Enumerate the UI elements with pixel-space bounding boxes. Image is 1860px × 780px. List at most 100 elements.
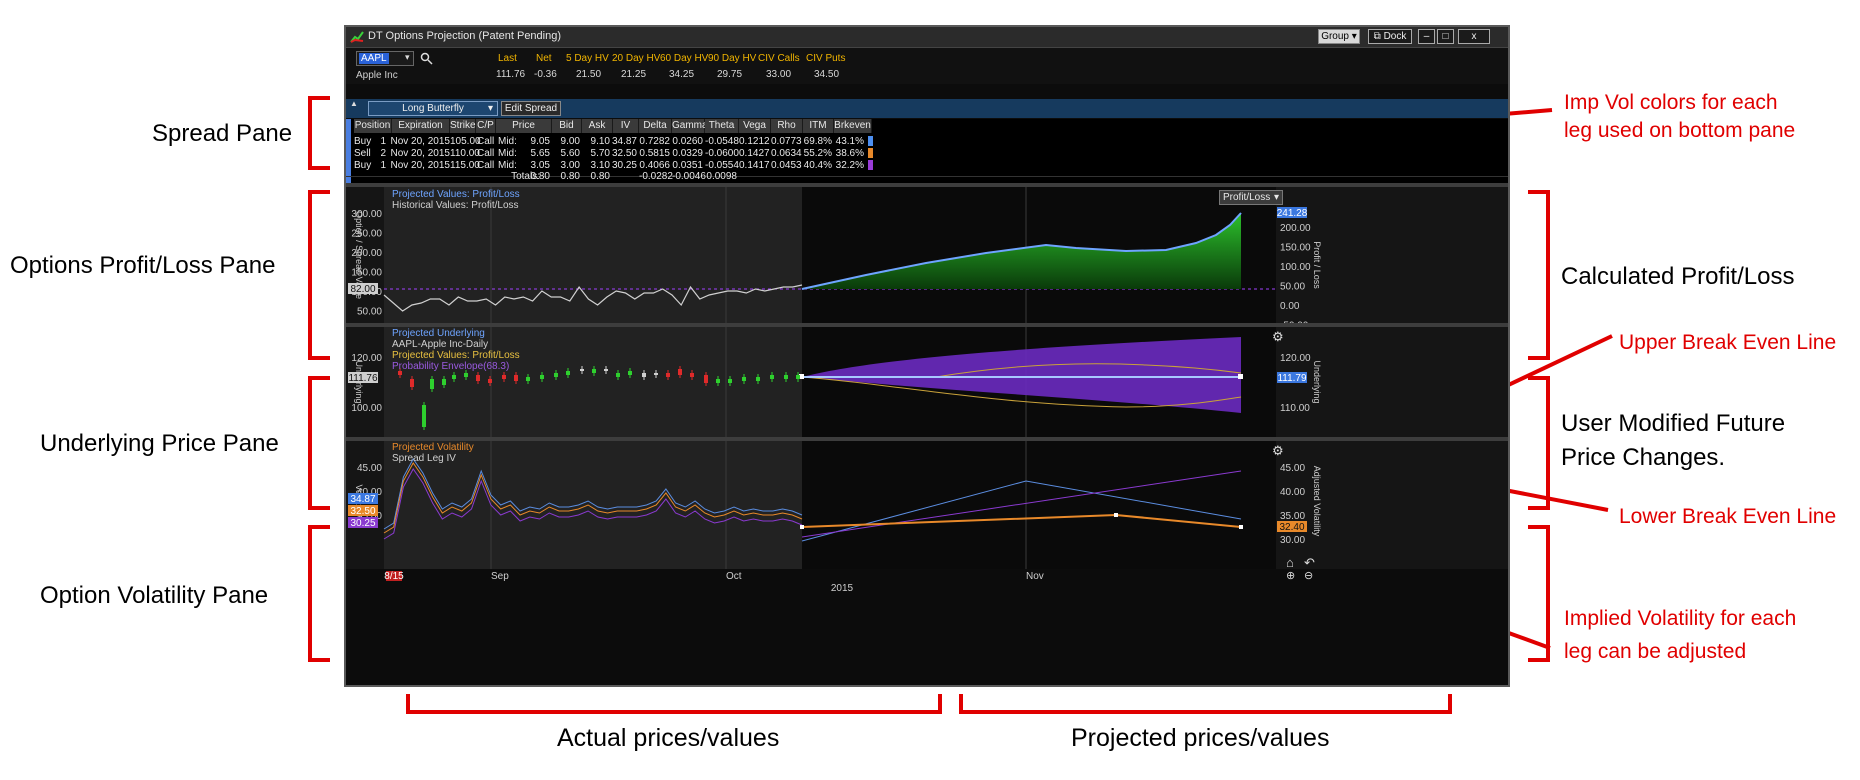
- vol-date-tag-bg: [386, 571, 402, 581]
- totals-bid: 0.80: [560, 171, 580, 182]
- strategy-dropdown[interactable]: Long Butterfly ▾: [368, 101, 498, 116]
- und-left-tag-bg: [348, 372, 378, 383]
- spread-cell-brk: 32.2%: [835, 160, 864, 171]
- und-candle: [526, 377, 530, 381]
- zoom-out-icon[interactable]: ⊖: [1304, 570, 1314, 582]
- undo-icon[interactable]: ↶: [1304, 555, 1315, 570]
- und-candle: [704, 375, 708, 383]
- spread-pane-handle[interactable]: [346, 119, 351, 183]
- col-price[interactable]: Price: [496, 119, 552, 133]
- spread-cell-brk: 43.1%: [835, 136, 864, 147]
- bracket-projected: [959, 694, 1452, 714]
- spread-cell-strike: 115.00: [450, 160, 480, 171]
- spread-cell-gamma: 0.0329: [672, 148, 703, 159]
- vol-right-tick: 45.00: [1280, 463, 1305, 474]
- pl-legend-historical: Historical Values: Profit/Loss: [392, 200, 519, 211]
- pl-mode-chevron-icon: ▾: [1273, 192, 1279, 203]
- vol-adjust-handle: [1114, 513, 1118, 517]
- spread-table: Position Expiration Strike C/P Price Bid…: [346, 119, 1508, 183]
- totals-ask: 0.80: [590, 171, 610, 182]
- maximize-button[interactable]: □: [1437, 29, 1454, 44]
- volatility-pane: 45.0045.0040.0040.0035.0035.0030.00Volat…: [346, 441, 1508, 685]
- col-theta[interactable]: Theta: [705, 119, 739, 133]
- pane-divider-3[interactable]: [346, 437, 1508, 441]
- spread-cell-theta: -0.0554: [705, 160, 739, 171]
- zoom-in-icon[interactable]: ⊕: [1286, 570, 1296, 582]
- quote-label-5dhv: 5 Day HV: [566, 53, 609, 64]
- und-candle: [422, 405, 426, 427]
- spread-cell-cp: Call: [477, 160, 495, 171]
- col-ask[interactable]: Ask: [582, 119, 613, 133]
- col-itm[interactable]: ITM: [803, 119, 834, 133]
- col-delta[interactable]: Delta: [639, 119, 672, 133]
- col-position[interactable]: Position: [354, 119, 392, 133]
- close-icon: x: [1471, 31, 1477, 42]
- spread-row[interactable]: Sell 2 Nov 20, 2015 110.00 Call Mid: 5.65 5.60 5…: [346, 147, 886, 159]
- leg-iv-color-swatch[interactable]: [868, 148, 873, 158]
- vol-hist-leg3: [383, 468, 803, 540]
- vol-settings-gear-icon[interactable]: ⚙: [1272, 443, 1284, 458]
- und-candle: [452, 375, 456, 379]
- vol-left-tag-bg: [348, 517, 378, 528]
- col-strike[interactable]: Strike: [450, 119, 476, 133]
- col-cp[interactable]: C/P: [476, 119, 496, 133]
- und-right-axis-title: Underlying: [1312, 360, 1322, 403]
- und-settings-gear-icon[interactable]: ⚙: [1272, 329, 1284, 344]
- vol-adjust-handle: [1239, 525, 1243, 529]
- edit-spread-button[interactable]: Edit Spread: [501, 101, 561, 116]
- spread-cell-theta: -0.0600: [705, 148, 739, 159]
- spread-cell-itm: 55.2%: [803, 148, 832, 159]
- und-candle: [666, 373, 670, 377]
- dock-button[interactable]: ⧉ Dock: [1368, 29, 1412, 44]
- spread-cell-price: 9.05: [530, 136, 550, 147]
- und-probability-envelope: [802, 337, 1241, 413]
- spread-cell-qty: 1: [380, 160, 386, 171]
- vol-left-tag: 32.50: [350, 506, 375, 517]
- col-gamma[interactable]: Gamma: [672, 119, 708, 133]
- quote-60dhv: 34.25: [669, 69, 695, 80]
- pl-left-tick: 200.00: [351, 248, 382, 259]
- minimize-button[interactable]: –: [1418, 29, 1435, 44]
- col-bid[interactable]: Bid: [552, 119, 582, 133]
- leg-iv-color-swatch[interactable]: [868, 136, 873, 146]
- user-mod-label-1: User Modified Future: [1561, 410, 1786, 437]
- spread-cell-qty: 1: [380, 136, 386, 147]
- group-button[interactable]: Group ▾: [1318, 29, 1360, 44]
- home-icon[interactable]: ⌂: [1286, 555, 1294, 570]
- close-button[interactable]: x: [1458, 29, 1490, 44]
- spread-cell-iv: 34.87: [611, 136, 637, 147]
- symbol-dropdown-icon[interactable]: ▾: [405, 52, 410, 62]
- col-expiration[interactable]: Expiration: [392, 119, 450, 133]
- col-vega[interactable]: Vega: [739, 119, 771, 133]
- col-iv[interactable]: IV: [613, 119, 639, 133]
- spread-cell-pt: Mid:: [498, 148, 517, 159]
- leg-iv-color-swatch[interactable]: [868, 160, 873, 170]
- col-brkeven[interactable]: Brkeven: [834, 119, 872, 133]
- quote-label-net: Net: [536, 53, 552, 64]
- options-pl-pane-label: Options Profit/Loss Pane: [10, 252, 276, 279]
- spread-pane-label: Spread Pane: [152, 120, 293, 147]
- col-rho[interactable]: Rho: [771, 119, 803, 133]
- spread-cell-exp: Nov 20, 2015: [390, 136, 451, 147]
- spread-row[interactable]: Buy 1 Nov 20, 2015 115.00 Call Mid: 3.05 3.00 3.…: [346, 159, 886, 171]
- und-left-tick: 100.00: [351, 403, 382, 414]
- spread-row[interactable]: Buy 1 Nov 20, 2015 105.00 Call Mid: 9.05 9.00 9.…: [346, 135, 886, 147]
- spread-cell-side: Sell: [354, 148, 371, 159]
- pane-divider-1[interactable]: [346, 183, 1508, 187]
- quote-civ-puts: 34.50: [814, 69, 840, 80]
- spread-cell-iv: 32.50: [611, 148, 637, 159]
- collapse-icon[interactable]: ▲: [350, 99, 358, 108]
- vol-left-tag-bg: [348, 505, 378, 516]
- und-candle: [690, 373, 694, 377]
- und-candle: [580, 369, 584, 371]
- spread-cell-delta: 0.4066: [639, 160, 670, 171]
- vol-right-tick: 30.00: [1280, 535, 1305, 546]
- pl-mode-dropdown[interactable]: Profit/Loss ▾: [1219, 190, 1283, 205]
- spread-cell-bid: 3.00: [560, 160, 580, 171]
- vol-right-axis-title: Adjusted Volatility: [1312, 466, 1322, 537]
- pane-divider-2[interactable]: [346, 323, 1508, 327]
- und-candle: [728, 379, 732, 383]
- search-icon[interactable]: [420, 52, 433, 65]
- symbol-input[interactable]: AAPL ▾: [356, 51, 414, 66]
- vol-date-tag: 8/15: [384, 571, 404, 582]
